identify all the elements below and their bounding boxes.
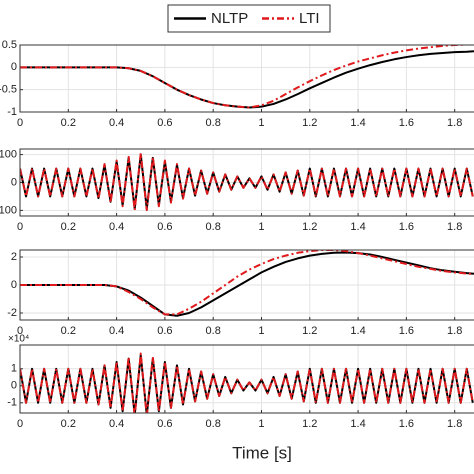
y-tick-label: 100 [0, 148, 17, 160]
x-tick-label: 1.2 [302, 418, 317, 430]
x-tick-label: 0.4 [109, 117, 124, 129]
y-tick-label: -2 [7, 307, 17, 319]
axis-exponent: ×10⁴ [8, 334, 29, 345]
x-tick-label: 1.8 [447, 418, 462, 430]
x-tick-label: 1 [258, 418, 264, 430]
axes-box [19, 44, 474, 113]
x-tick-label: 0.4 [109, 325, 124, 337]
x-tick-label: 0.8 [206, 117, 221, 129]
y-tick-label: 2 [11, 251, 17, 263]
x-tick-label: 0 [17, 418, 23, 430]
x-tick-label: 1.4 [350, 117, 365, 129]
x-tick-label: 0.8 [206, 221, 221, 233]
x-tick-label: 1.8 [447, 221, 462, 233]
x-tick-label: 0.6 [157, 221, 172, 233]
x-tick-label: 0.6 [157, 325, 172, 337]
x-tick-label: 1 [258, 221, 264, 233]
x-tick-label: 0.2 [61, 221, 76, 233]
series-line [20, 153, 474, 210]
x-tick-label: 0.8 [206, 325, 221, 337]
axes-box [19, 249, 474, 321]
legend-label: NLTP [211, 10, 248, 27]
x-tick-label: 0 [17, 117, 23, 129]
y-tick-label: 0 [11, 176, 17, 188]
x-tick-label: 0.4 [109, 221, 124, 233]
x-tick-label: 1.2 [302, 117, 317, 129]
x-tick-label: 0 [17, 221, 23, 233]
y-tick-label: 1 [11, 363, 17, 375]
axes: 0 0.2 0.4 0.6 0.8 1 1.2 1.4 1.6 1.8 -1 -0.5 0 0.5 [0, 39, 474, 129]
x-tick-label: 1.4 [350, 221, 365, 233]
series-line [20, 354, 474, 413]
x-tick-label: 0.2 [61, 325, 76, 337]
y-tick-label: -1 [7, 106, 17, 118]
x-tick-label: 1.4 [350, 325, 365, 337]
y-tick-label: -1 [7, 397, 17, 409]
x-tick-label: 1 [258, 325, 264, 337]
axes-box [19, 148, 474, 217]
x-tick-label: 1.4 [350, 418, 365, 430]
x-tick-label: 1.2 [302, 221, 317, 233]
y-tick-label: 0 [11, 380, 17, 392]
x-tick-label: 0.4 [109, 418, 124, 430]
series-line [20, 152, 474, 212]
y-tick-label: 0 [11, 61, 17, 73]
series-line [20, 45, 474, 109]
x-tick-label: 1.6 [399, 325, 414, 337]
x-tick-label: 1.6 [399, 117, 414, 129]
legend-label: LTI [299, 10, 320, 27]
x-tick-label: 0.2 [61, 418, 76, 430]
x-tick-label: 0.2 [61, 117, 76, 129]
x-tick-label: 0.8 [206, 418, 221, 430]
x-axis-label: Time [s] [232, 443, 292, 462]
x-tick-label: 1.2 [302, 325, 317, 337]
y-tick-label: -100 [0, 204, 17, 216]
x-tick-label: 0.6 [157, 117, 172, 129]
series-line [20, 250, 474, 316]
x-tick-label: 0 [17, 325, 23, 337]
x-tick-label: 1.6 [399, 418, 414, 430]
x-tick-label: 1.8 [447, 117, 462, 129]
axes: 0 0.2 0.4 0.6 0.8 1 1.2 1.4 1.6 1.8-202 [7, 249, 474, 337]
x-tick-label: 0.6 [157, 418, 172, 430]
legend: NLTP LTI [167, 4, 331, 33]
x-tick-label: 1 [258, 117, 264, 129]
y-tick-label: 0.5 [2, 39, 17, 51]
x-tick-label: 1.8 [447, 325, 462, 337]
x-tick-label: 1.6 [399, 221, 414, 233]
y-tick-label: 0 [11, 279, 17, 291]
y-tick-label: -0.5 [0, 84, 17, 96]
axes-box [19, 344, 474, 414]
